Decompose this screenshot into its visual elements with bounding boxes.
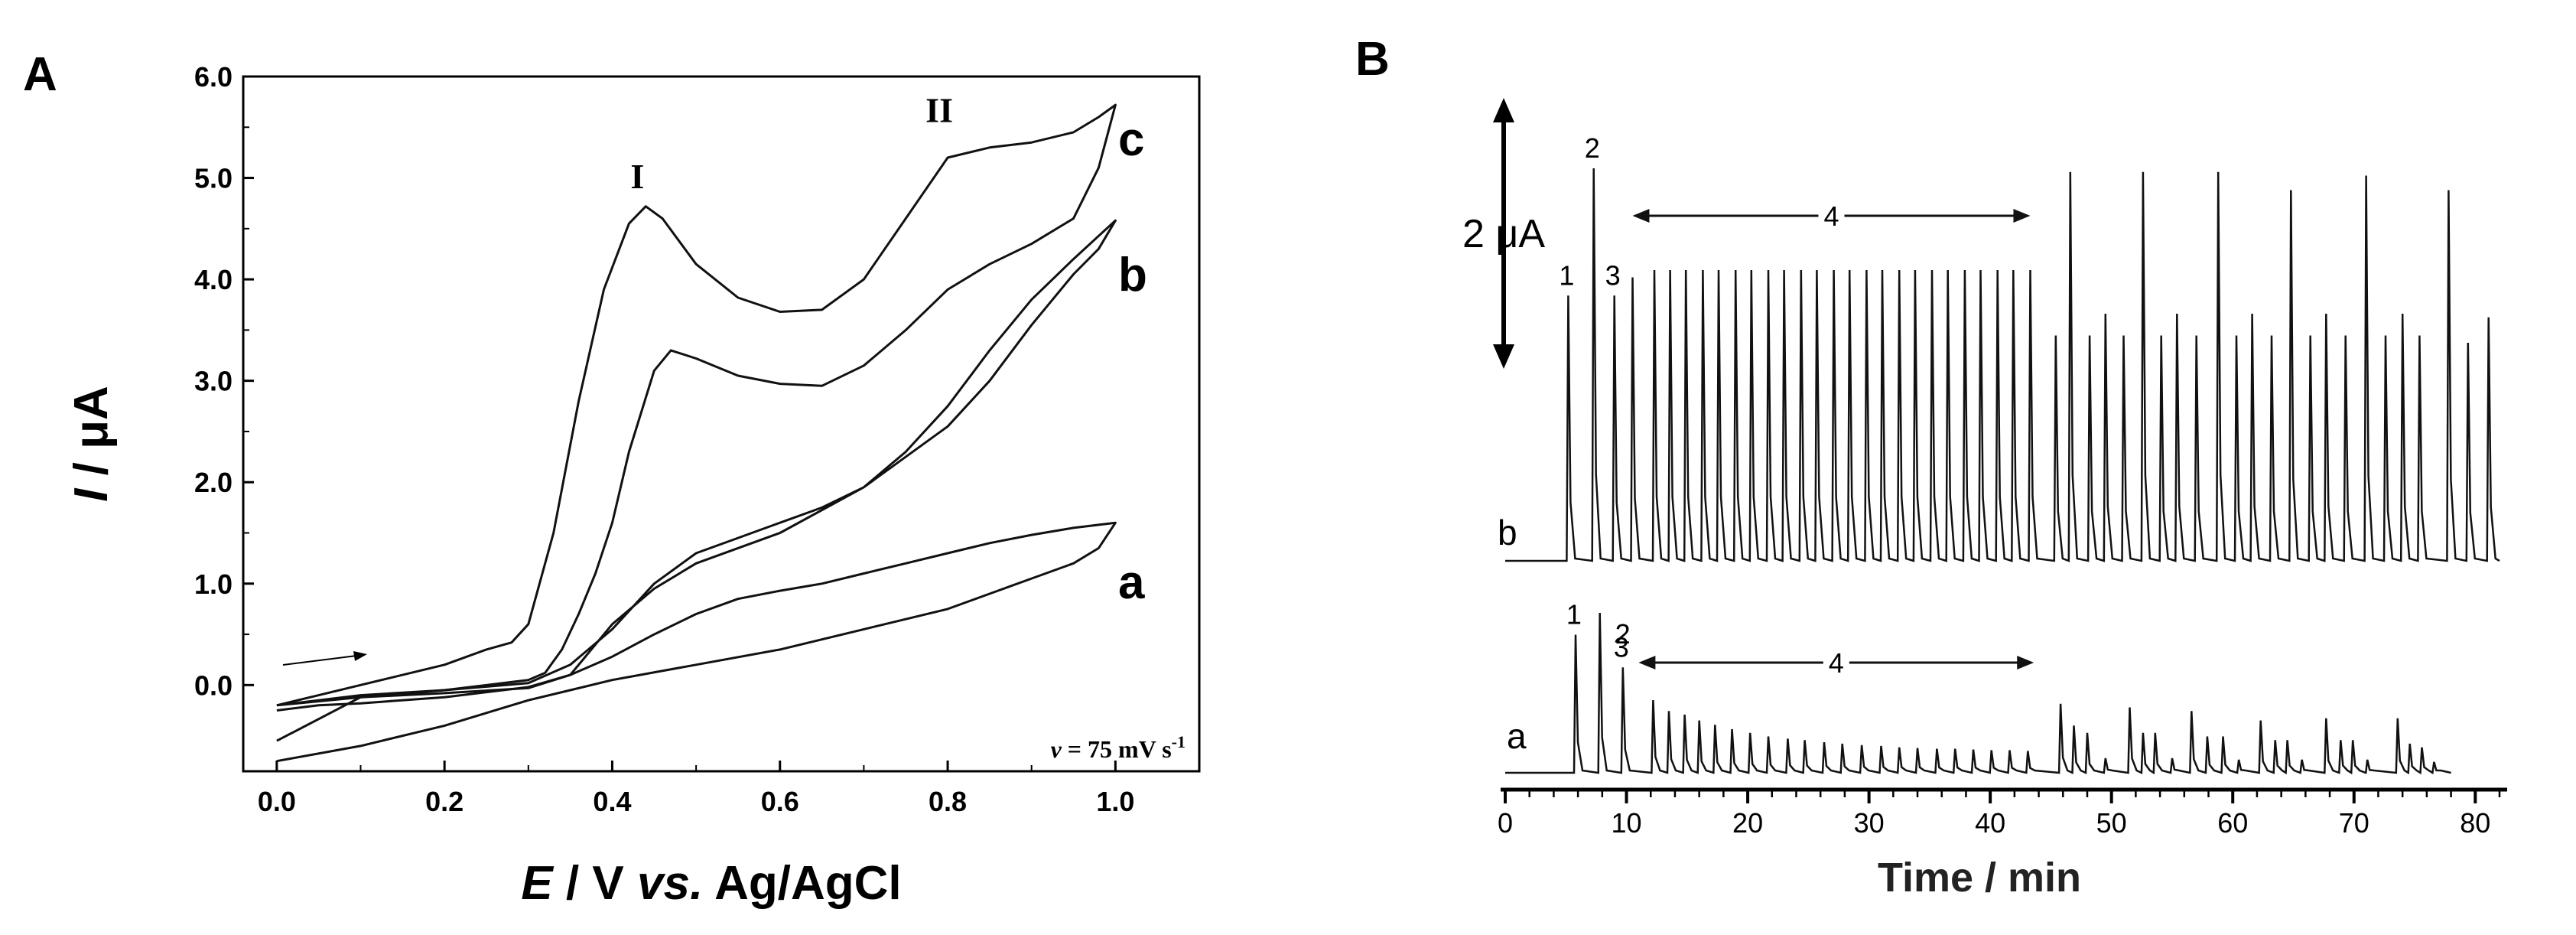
range-arrow-head (2013, 209, 2031, 223)
range-arrow-head (1632, 209, 1650, 223)
range-label-bg (1823, 644, 1849, 678)
x-tick-label: 0.2 (425, 786, 463, 817)
time-tick-label: 60 (2217, 807, 2248, 839)
trace-label-a: a (1507, 716, 1527, 756)
panel-b-time-axis: 0 10 20 30 40 50 60 70 80 (1498, 787, 2507, 839)
y-tick-label: 3.0 (194, 366, 233, 397)
panel-a-x-axis-label: E / V vs. Ag/AgCl (521, 857, 901, 910)
cv-curve-c (276, 103, 1117, 742)
range-arrow-head (2017, 656, 2034, 669)
peak-label: 2 (1615, 618, 1631, 650)
panel-a-ticks: 0.0 0.2 0.4 0.6 0.8 1.0 0.0 1.0 2.0 3.0 4.0 5.0 6.0 (194, 61, 1134, 817)
y-tick-label: 4.0 (194, 264, 233, 295)
y-tick-label: 0.0 (194, 669, 233, 701)
peak-label-ii: II (925, 91, 953, 130)
peak-label: 3 (1605, 259, 1621, 291)
peak-label-i: I (630, 157, 644, 196)
current-scale-bar (1493, 98, 1514, 369)
y-tick-label: 1.0 (194, 568, 233, 600)
x-tick-label: 0.8 (929, 786, 967, 817)
y-tick-label: 6.0 (194, 61, 233, 93)
time-tick-label: 20 (1732, 807, 1763, 839)
time-tick-label: 10 (1612, 807, 1642, 839)
curve-label-c: c (1118, 113, 1144, 166)
time-tick-label: 30 (1854, 807, 1885, 839)
x-tick-label: 1.0 (1096, 786, 1134, 817)
x-tick-label: 0.0 (258, 786, 296, 817)
panel-a-frame (242, 75, 1201, 773)
time-tick-label: 50 (2096, 807, 2127, 839)
peak-label: 1 (1559, 259, 1574, 291)
time-tick-label: 40 (1975, 807, 2005, 839)
range-label: 4 (1829, 647, 1844, 679)
panel-a-letter: A (23, 48, 57, 101)
scan-rate-symbol: ν (1051, 735, 1062, 763)
time-tick-label: 80 (2460, 807, 2490, 839)
time-tick-label: 0 (1498, 807, 1513, 839)
range-label: 4 (1823, 200, 1839, 232)
cv-curve-a (276, 521, 1117, 763)
x-tick-label: 0.4 (593, 786, 631, 817)
amperometric-trace-a (1505, 612, 2451, 775)
range-arrow-head (1638, 656, 1656, 669)
curve-label-a: a (1118, 556, 1145, 609)
peak-label: 3 (1614, 631, 1629, 663)
amperometric-trace-b (1505, 168, 2500, 562)
panel-b-letter: B (1355, 33, 1390, 86)
panel-b-annotations: 44 (1632, 197, 2034, 679)
peak-label: 2 (1585, 132, 1600, 164)
curve-label-b: b (1118, 249, 1147, 301)
x-tick-label: 0.6 (761, 786, 799, 817)
panel-a-plot: 0.0 0.2 0.4 0.6 0.8 1.00.01.02.03.04.05.06.0 … (194, 61, 1201, 817)
peak-label: 1 (1566, 599, 1582, 630)
sweep-direction-arrow (282, 651, 367, 666)
panel-a-y-axis-label: I / μA (65, 386, 118, 502)
scan-rate-exponent: -1 (1172, 732, 1186, 751)
scan-rate-label: ν = 75 mV s-1 (1051, 732, 1186, 763)
scan-rate-value: = 75 mV s (1062, 735, 1172, 763)
trace-label-b: b (1498, 513, 1517, 552)
range-label-bg (1818, 197, 1845, 231)
cv-curve-b (276, 219, 1117, 707)
scale-bar-label: 2 μA (1462, 212, 1545, 256)
panel-b-x-axis-label: Time / min (1878, 855, 2081, 901)
panel-a-curves (276, 103, 1117, 763)
time-tick-label: 70 (2339, 807, 2369, 839)
y-tick-label: 5.0 (194, 163, 233, 194)
y-tick-label: 2.0 (194, 467, 233, 498)
